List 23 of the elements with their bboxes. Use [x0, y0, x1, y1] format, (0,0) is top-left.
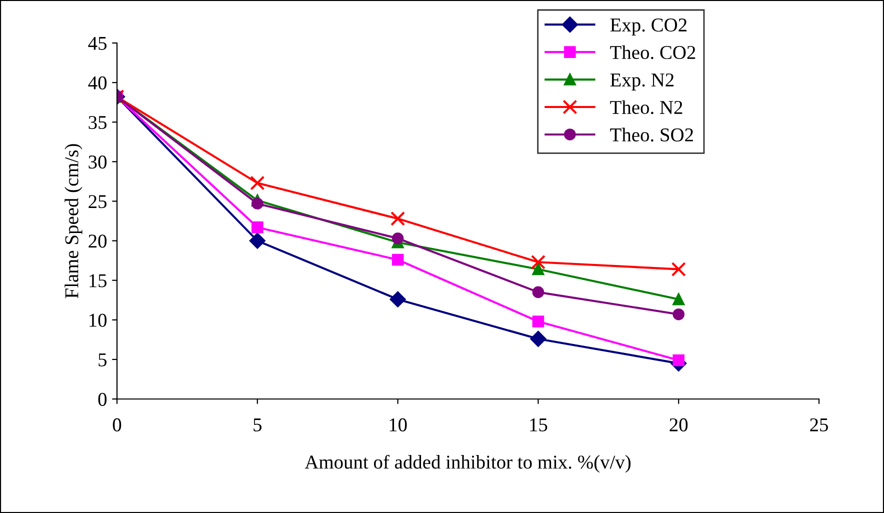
legend-label: Theo. CO2 [610, 45, 696, 60]
y-tick-label: 35 [88, 116, 107, 130]
y-tick-label: 5 [98, 353, 107, 366]
legend-label: Theo. N2 [610, 100, 682, 114]
x-tick-label: 10 [390, 418, 407, 432]
x-tick-label: 25 [810, 418, 828, 432]
y-tick-label: 0 [98, 392, 107, 406]
x-tick-label: 20 [670, 418, 688, 432]
x-tick-label: 15 [530, 418, 548, 432]
x-tick-label: 5 [254, 418, 262, 432]
y-tick-label: 25 [88, 195, 107, 208]
y-axis-title: Flame Speed (cm/s) [64, 144, 82, 298]
y-tick-label: 15 [90, 274, 107, 288]
x-axis-title: Amount of added inhibitor to mix. %(v/v) [304, 454, 631, 473]
legend-label: Exp. CO2 [610, 18, 686, 36]
y-tick-label: 20 [88, 234, 107, 248]
y-tick-label: 10 [90, 314, 107, 327]
y-tick-label: 30 [88, 155, 107, 169]
y-tick-label: 45 [88, 36, 107, 50]
legend-label: Theo. SO2 [610, 128, 693, 142]
legend-label: Exp. N2 [610, 73, 674, 90]
x-tick-label: 0 [112, 418, 122, 432]
y-tick-label: 40 [88, 76, 107, 90]
